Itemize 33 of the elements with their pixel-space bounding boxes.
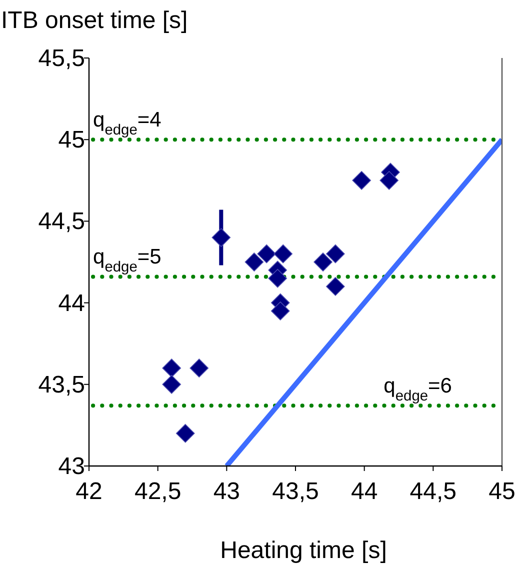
point [314,252,332,272]
point [212,228,231,247]
annotation: q$_{edge}$=5 [93,246,162,276]
y-tick-label: 44,5 [38,208,85,236]
y-tick-label: 43,5 [38,371,85,398]
x-tick-label: 43,5 [272,478,319,505]
y-tick-label: 43 [58,453,85,480]
annotation: q$_{edge}$=6 [384,374,452,405]
point [162,375,181,394]
point [244,252,264,272]
point [268,268,288,288]
point [190,358,209,378]
x-tick-label: 42,5 [134,478,182,505]
point [270,302,290,320]
point [176,424,195,443]
y-tick-label: 44 [58,290,85,317]
x-tick-label: 45 [488,478,516,505]
y-tick-label: 45,5 [38,45,85,72]
y-tick-label: 45 [58,126,85,154]
point [352,171,371,190]
point [380,171,399,190]
x-tick-label: 42 [76,478,102,505]
point [326,244,345,264]
x-axis-title: Heating time [s] [220,537,387,564]
x-tick-label: 43 [213,478,240,505]
x-tick-label: 44,5 [410,478,457,505]
annotation: q$_{edge}$=4 [93,108,162,139]
x-tick-label: 44 [350,478,378,505]
y-axis-title: ITB onset time [s] [1,7,188,34]
point [326,277,345,296]
point [257,244,276,264]
point [274,244,293,264]
point [162,358,181,378]
